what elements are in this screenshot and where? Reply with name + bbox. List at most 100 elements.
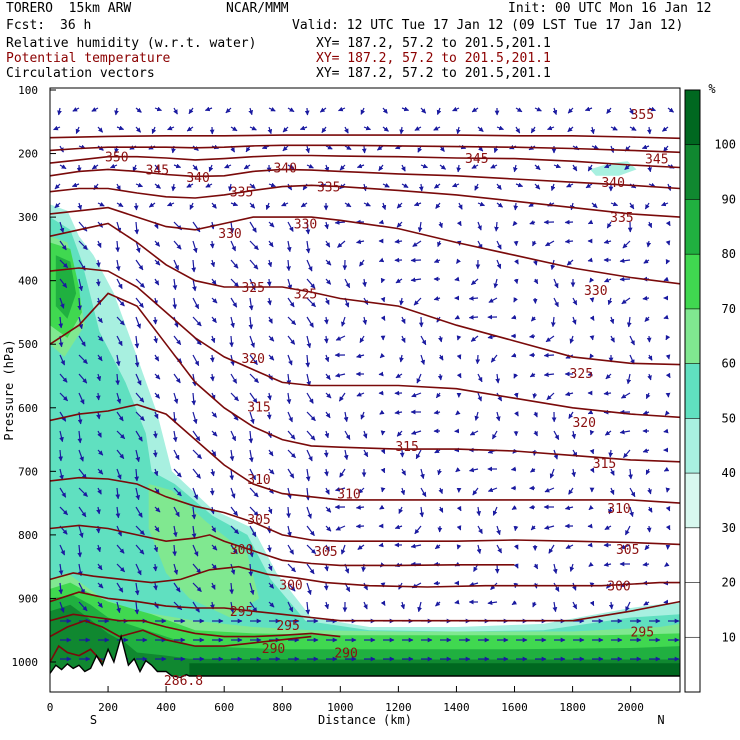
circulation-vector bbox=[192, 430, 201, 442]
x-tick-label: 0 bbox=[47, 701, 54, 714]
colorbar-label: 90 bbox=[722, 192, 736, 206]
circulation-vector bbox=[229, 221, 235, 234]
circulation-vector bbox=[418, 183, 424, 192]
circulation-vector bbox=[401, 164, 406, 172]
circulation-vector bbox=[645, 468, 651, 475]
circulation-vector bbox=[211, 278, 217, 286]
circulation-vector bbox=[380, 296, 386, 303]
circulation-vector bbox=[116, 297, 125, 307]
theta-label: 290 bbox=[262, 642, 285, 657]
circulation-vector bbox=[287, 601, 294, 613]
circulation-vector bbox=[97, 582, 104, 589]
circulation-vector bbox=[306, 506, 312, 519]
circulation-vector bbox=[287, 164, 295, 170]
circulation-vector bbox=[533, 278, 539, 285]
circulation-vector bbox=[249, 202, 256, 209]
circulation-vector bbox=[629, 506, 634, 518]
circulation-vector bbox=[511, 314, 517, 320]
circulation-vector bbox=[77, 544, 83, 558]
circulation-vector bbox=[249, 582, 255, 596]
circulation-vector bbox=[286, 506, 291, 519]
circulation-vector bbox=[209, 487, 215, 496]
circulation-vector bbox=[629, 487, 636, 498]
circulation-vector bbox=[567, 126, 574, 133]
circulation-vector bbox=[665, 220, 671, 227]
circulation-vector bbox=[588, 561, 594, 567]
circulation-vector bbox=[413, 297, 422, 306]
circulation-vector bbox=[454, 599, 460, 605]
circulation-vector bbox=[305, 601, 311, 615]
circulation-vector bbox=[135, 297, 144, 308]
circulation-vector bbox=[394, 524, 403, 530]
circulation-vector bbox=[513, 544, 519, 550]
circulation-vector bbox=[230, 201, 239, 207]
circulation-vector bbox=[211, 449, 217, 457]
circulation-vector bbox=[230, 430, 237, 442]
theta-contour-295-3 bbox=[50, 591, 680, 622]
circulation-vector bbox=[306, 278, 316, 289]
x-tick-label: 200 bbox=[98, 701, 118, 714]
circulation-vector bbox=[96, 373, 102, 382]
circulation-vector bbox=[325, 259, 332, 266]
circulation-vector bbox=[116, 411, 124, 422]
circulation-vector bbox=[59, 259, 69, 269]
circulation-vector bbox=[438, 335, 443, 343]
theta-label: 325 bbox=[241, 281, 264, 296]
circulation-vector bbox=[339, 164, 346, 171]
circulation-vector bbox=[437, 240, 442, 248]
circulation-vector bbox=[362, 278, 367, 288]
circulation-vector bbox=[394, 239, 403, 244]
circulation-vector bbox=[135, 316, 141, 329]
circulation-vector bbox=[171, 183, 176, 192]
circulation-vector bbox=[135, 544, 145, 555]
circulation-vector bbox=[477, 373, 483, 383]
circulation-vector bbox=[116, 544, 125, 554]
circulation-vector bbox=[410, 277, 422, 283]
circulation-vector bbox=[325, 240, 331, 248]
circulation-vector bbox=[78, 221, 88, 232]
circulation-vector bbox=[173, 449, 180, 461]
circulation-vector bbox=[395, 373, 403, 379]
circulation-vector bbox=[186, 126, 194, 132]
colorbar-label: 30 bbox=[722, 521, 736, 535]
circulation-vector bbox=[496, 183, 502, 190]
theta-label: 330 bbox=[294, 218, 317, 233]
circulation-vector bbox=[452, 106, 460, 112]
circulation-vector bbox=[306, 563, 315, 575]
circulation-vector bbox=[248, 449, 254, 463]
circulation-vector bbox=[496, 259, 502, 269]
circulation-vector bbox=[565, 391, 574, 397]
circulation-vector bbox=[513, 373, 519, 379]
circulation-vector bbox=[305, 468, 311, 482]
circulation-vector bbox=[564, 219, 574, 225]
circulation-vector bbox=[211, 202, 217, 209]
circulation-vector bbox=[152, 449, 158, 458]
circulation-vector bbox=[78, 373, 88, 384]
circulation-vector bbox=[192, 221, 201, 233]
circulation-vector bbox=[153, 468, 159, 477]
circulation-vector bbox=[249, 468, 257, 481]
circulation-vector bbox=[644, 544, 650, 551]
circulation-vector bbox=[587, 257, 593, 263]
circulation-vector bbox=[468, 296, 479, 301]
circulation-vector bbox=[243, 164, 251, 170]
circulation-vector bbox=[248, 316, 254, 330]
circulation-vector bbox=[325, 411, 331, 419]
circulation-vector bbox=[514, 259, 519, 265]
circulation-vector bbox=[378, 257, 385, 263]
circulation-vector bbox=[413, 201, 422, 207]
circulation-vector bbox=[287, 221, 294, 232]
circulation-vector bbox=[572, 601, 578, 610]
circulation-vector bbox=[287, 316, 297, 326]
circulation-vector bbox=[192, 601, 200, 613]
circulation-vector bbox=[268, 106, 276, 112]
circulation-vector bbox=[530, 316, 537, 322]
circulation-vector bbox=[643, 258, 650, 264]
circulation-vector bbox=[267, 544, 272, 553]
circulation-vector bbox=[192, 278, 197, 292]
circulation-vector bbox=[604, 430, 612, 436]
theta-label: 320 bbox=[241, 352, 264, 367]
circulation-vector bbox=[663, 276, 669, 282]
circulation-vector bbox=[647, 221, 653, 229]
y-axis-title: Pressure (hPa) bbox=[2, 339, 16, 440]
